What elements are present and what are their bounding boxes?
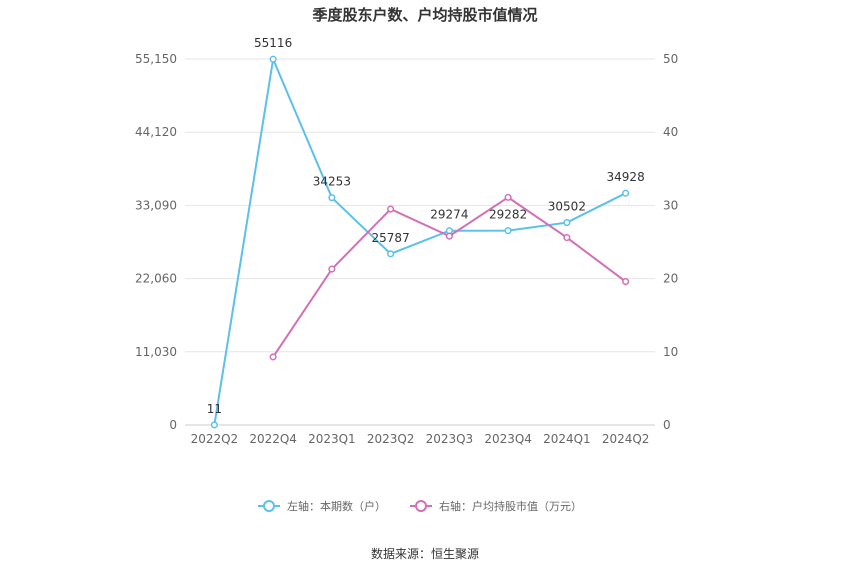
legend[interactable]: 左轴：本期数（户） 右轴：户均持股市值（万元） (258, 499, 582, 513)
x-tick-label: 2023Q3 (426, 432, 474, 446)
data-point (504, 193, 512, 201)
data-point (622, 277, 630, 286)
x-axis: 2022Q2 2022Q4 2023Q1 2023Q2 2023Q3 2023Q4 2024… (191, 432, 650, 446)
legend-marker (263, 500, 275, 512)
x-tick-label: 2022Q4 (249, 432, 297, 446)
legend-label: 左轴：本期数（户） (287, 499, 386, 513)
left-tick-label: 11,030 (135, 345, 177, 359)
left-tick-label: 0 (169, 418, 177, 432)
right-tick-label: 10 (663, 345, 678, 359)
right-tick-label: 20 (663, 272, 678, 286)
data-label: 30502 (548, 200, 586, 214)
right-tick-label: 30 (663, 198, 678, 212)
data-label: 25787 (372, 231, 410, 245)
x-tick-label: 2023Q4 (484, 432, 532, 446)
data-point (563, 219, 571, 227)
series-layer: 11 55116 34253 25787 29274 29282 30502 34928 (207, 36, 645, 429)
x-tick-label: 2024Q2 (602, 432, 650, 446)
data-label: 55116 (254, 36, 292, 50)
data-label: 29282 (489, 208, 527, 222)
data-label: 34253 (313, 175, 351, 189)
data-point (504, 227, 512, 235)
left-tick-label: 22,060 (135, 272, 177, 286)
legend-marker (415, 500, 427, 512)
x-tick-label: 2023Q1 (308, 432, 356, 446)
legend-item-1[interactable]: 左轴：本期数（户） (258, 499, 386, 513)
data-label: 34928 (607, 170, 645, 184)
right-axis: 0 10 20 30 40 50 (663, 52, 678, 432)
data-point (210, 421, 218, 429)
left-tick-label: 44,120 (135, 125, 177, 139)
data-point (387, 250, 395, 258)
right-tick-label: 50 (663, 52, 678, 66)
legend-label: 右轴：户均持股市值（万元） (439, 499, 582, 513)
chart-title: 季度股东户数、户均持股市值情况 (312, 6, 537, 24)
grid-lines (185, 58, 655, 426)
data-label: 29274 (430, 208, 468, 222)
data-label: 11 (207, 402, 222, 416)
data-point (269, 55, 277, 63)
left-tick-label: 33,090 (135, 198, 177, 212)
legend-item-2[interactable]: 右轴：户均持股市值（万元） (410, 499, 582, 513)
data-point (563, 234, 571, 242)
series-line-1 (213, 55, 627, 426)
data-point (269, 353, 277, 361)
right-tick-label: 40 (663, 125, 678, 139)
data-point (622, 189, 630, 197)
x-tick-label: 2024Q1 (543, 432, 591, 446)
data-point (328, 265, 336, 273)
data-point (387, 205, 395, 213)
source-note: 数据来源：恒生聚源 (371, 546, 479, 561)
data-point (328, 194, 336, 202)
x-tick-label: 2023Q2 (367, 432, 415, 446)
x-tick-label: 2022Q2 (191, 432, 239, 446)
data-point (445, 232, 453, 240)
left-tick-label: 55,150 (135, 52, 177, 66)
right-tick-label: 0 (663, 418, 671, 432)
left-axis: 0 11,030 22,060 33,090 44,120 55,150 (135, 52, 177, 432)
